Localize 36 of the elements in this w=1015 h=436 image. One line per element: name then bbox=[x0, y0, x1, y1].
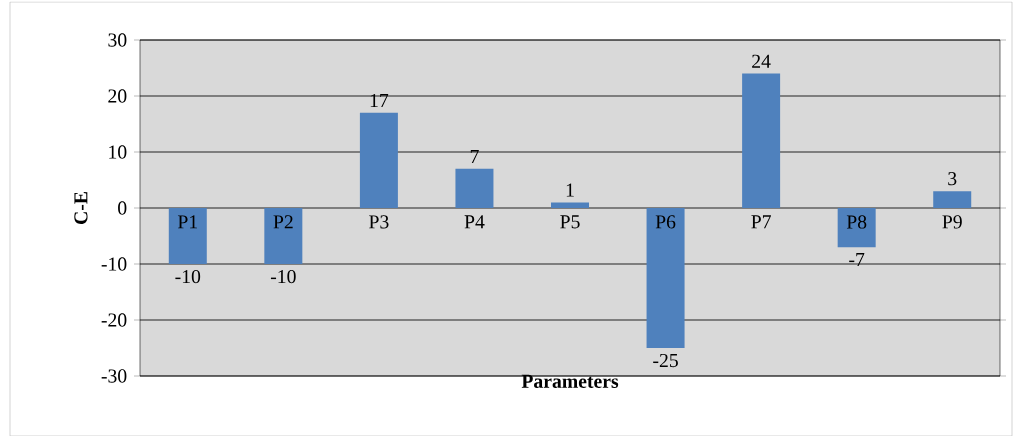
y-tick-label: -20 bbox=[101, 313, 127, 327]
y-tick-label: 20 bbox=[108, 89, 127, 103]
x-tick-label: P7 bbox=[751, 215, 771, 229]
data-label: -10 bbox=[175, 269, 201, 284]
data-label: -10 bbox=[270, 269, 296, 284]
y-axis-title: C-E bbox=[74, 191, 88, 224]
bar bbox=[933, 191, 972, 208]
bar bbox=[551, 202, 590, 208]
bar bbox=[168, 207, 207, 264]
y-tick-label: -30 bbox=[101, 369, 127, 383]
x-tick-label: P4 bbox=[464, 215, 485, 229]
data-label: 17 bbox=[370, 93, 389, 107]
data-label: 7 bbox=[470, 149, 479, 163]
x-tick-label: P1 bbox=[177, 215, 197, 229]
data-label: -25 bbox=[653, 353, 678, 367]
y-tick-label: 10 bbox=[109, 145, 127, 159]
bar bbox=[264, 207, 303, 264]
x-tick-label: P3 bbox=[369, 215, 389, 229]
bar bbox=[455, 168, 494, 208]
x-tick-label: P9 bbox=[942, 215, 962, 229]
x-tick-label: P5 bbox=[560, 215, 580, 229]
bar bbox=[742, 73, 781, 208]
y-tick-label: -10 bbox=[101, 257, 127, 271]
bar bbox=[646, 207, 685, 348]
x-tick-label: P6 bbox=[655, 215, 676, 229]
x-tick-label: P2 bbox=[273, 215, 293, 229]
data-label: 24 bbox=[752, 54, 771, 68]
data-label: 3 bbox=[948, 171, 957, 186]
x-tick-label: P8 bbox=[846, 215, 867, 229]
x-axis-title: Parameters bbox=[521, 374, 619, 388]
data-label: -7 bbox=[849, 252, 865, 266]
y-tick-label: 0 bbox=[118, 201, 127, 215]
bar bbox=[359, 112, 398, 208]
bar bbox=[837, 207, 876, 248]
data-label: 1 bbox=[566, 183, 574, 197]
y-tick-label: 30 bbox=[108, 33, 127, 47]
